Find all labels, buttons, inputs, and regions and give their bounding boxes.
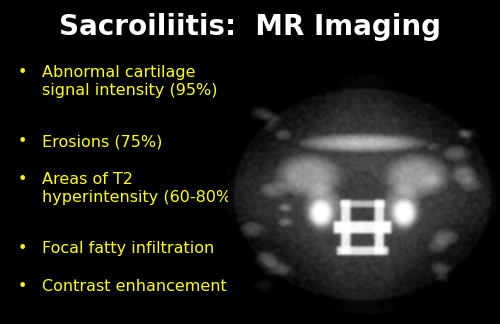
Text: Focal fatty infiltration: Focal fatty infiltration xyxy=(42,241,215,256)
Text: Sacroiliitis:  MR Imaging: Sacroiliitis: MR Imaging xyxy=(59,13,441,41)
Text: •: • xyxy=(18,134,27,149)
Text: •: • xyxy=(18,65,27,80)
Text: Contrast enhancement: Contrast enhancement xyxy=(42,279,227,294)
Text: •: • xyxy=(18,279,27,294)
Text: Erosions (75%): Erosions (75%) xyxy=(42,134,163,149)
Text: •: • xyxy=(18,241,27,256)
Text: Areas of T2
hyperintensity (60-80%): Areas of T2 hyperintensity (60-80%) xyxy=(42,172,238,205)
Text: Abnormal cartilage
signal intensity (95%): Abnormal cartilage signal intensity (95%… xyxy=(42,65,218,98)
Text: •: • xyxy=(18,172,27,187)
